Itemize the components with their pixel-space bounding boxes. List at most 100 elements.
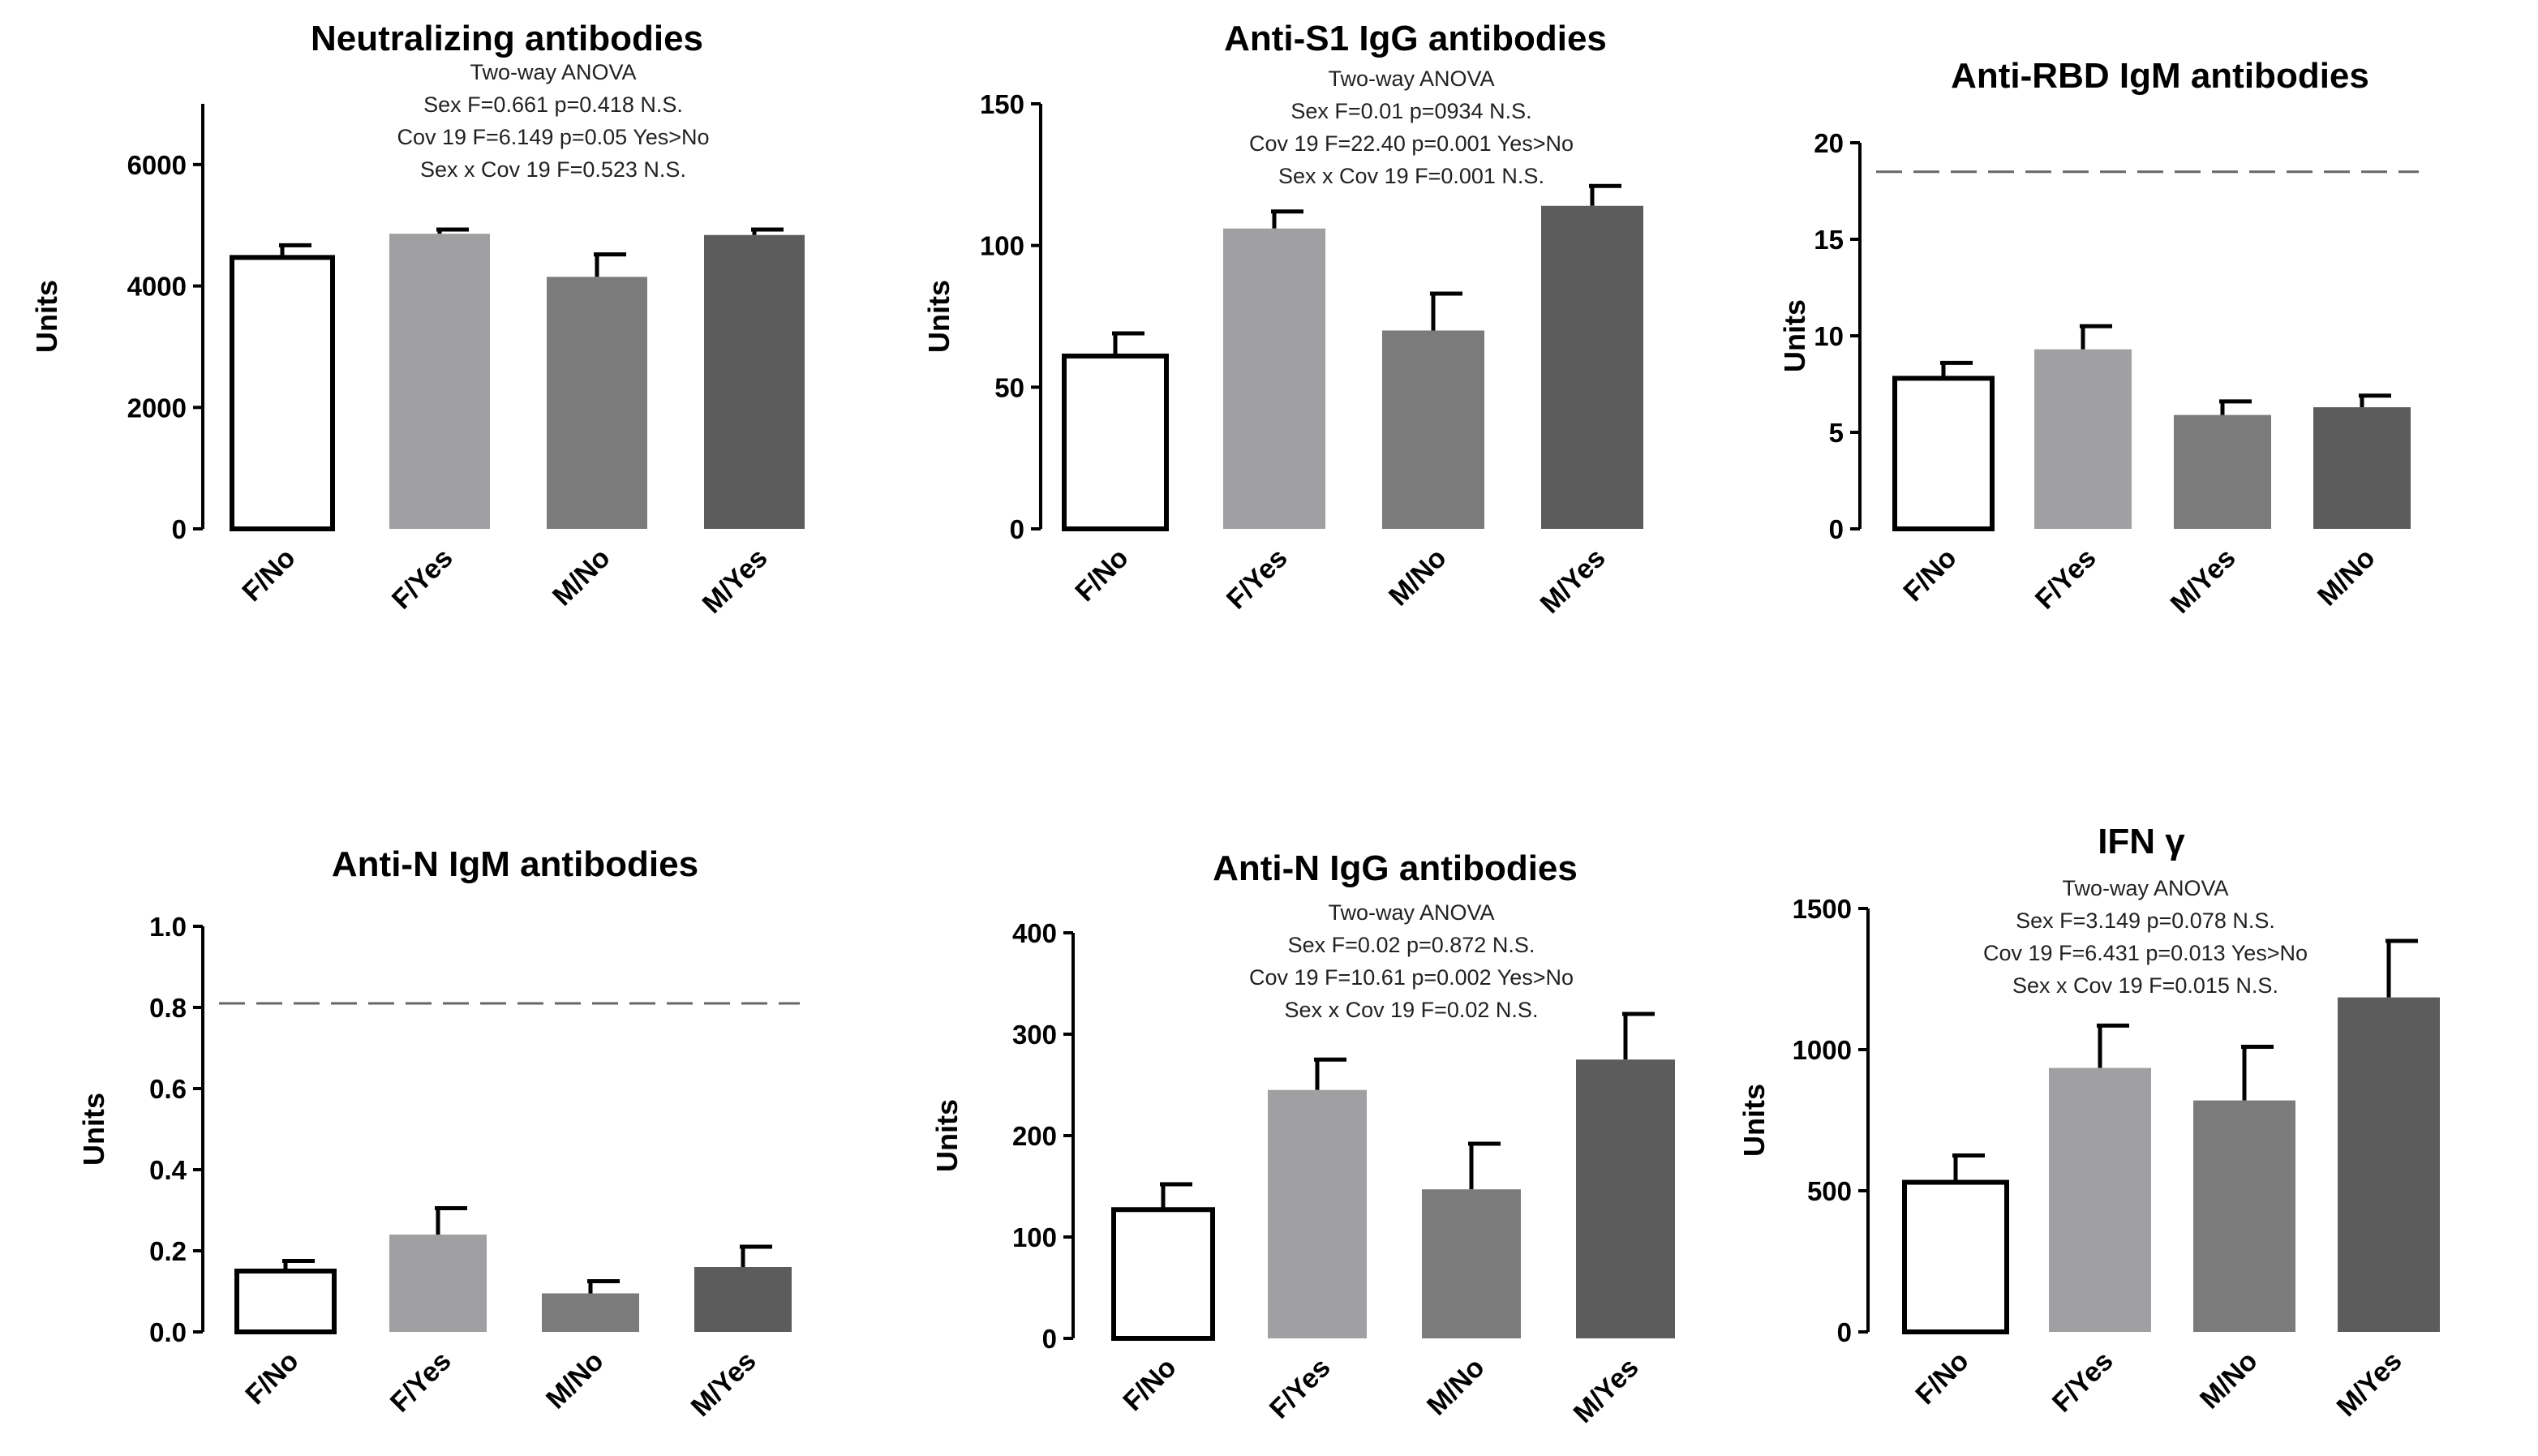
x-category-label: M/No: [547, 543, 616, 612]
bar: [1422, 1189, 1521, 1338]
y-axis-label: Units: [1778, 299, 1811, 372]
y-tick-label: 5: [1829, 418, 1844, 448]
bar: [2034, 349, 2132, 529]
y-tick-label: 500: [1807, 1176, 1852, 1206]
x-category-label: M/Yes: [685, 1346, 762, 1423]
y-tick-label: 100: [1012, 1222, 1057, 1252]
y-tick-label: 300: [1012, 1020, 1057, 1050]
bar: [2193, 1100, 2295, 1332]
chart-panel: Anti-RBD IgM antibodies 0 5 10 15 20 Units F/No…: [1778, 56, 2419, 620]
anova-stat-line: Cov 19 F=22.40 p=0.001 Yes>No: [1249, 131, 1574, 156]
y-tick-label: 0.0: [149, 1317, 187, 1347]
x-category-label: M/No: [2194, 1346, 2264, 1415]
x-category-label: F/No: [1069, 543, 1134, 608]
bar: [1111, 1207, 1215, 1341]
y-tick-label: 0: [1837, 1317, 1852, 1347]
anova-stat-line: Sex F=0.01 p=0934 N.S.: [1290, 99, 1531, 123]
chart-title: Neutralizing antibodies: [311, 19, 703, 58]
bar: [2174, 414, 2271, 529]
y-tick-label: 0: [172, 514, 187, 544]
y-tick-label: 1000: [1793, 1035, 1852, 1065]
chart-panel: Anti-N IgM antibodies 0.0 0.2 0.4 0.6 0.8 1.0 U…: [77, 844, 800, 1423]
anova-stat-line: Sex x Cov 19 F=0.523 N.S.: [420, 157, 686, 182]
chart-panel: Anti-N IgG antibodies Two-way ANOVA Sex F=…: [930, 848, 1675, 1429]
x-category-label: F/Yes: [386, 543, 459, 616]
bar: [1268, 1089, 1367, 1338]
y-tick-label: 15: [1814, 225, 1844, 255]
y-tick-label: 0: [1829, 514, 1844, 544]
bar: [1541, 205, 1643, 529]
x-category-label: F/Yes: [2029, 543, 2102, 616]
bar: [547, 277, 647, 529]
y-tick-label: 10: [1814, 321, 1844, 351]
x-category-label: F/No: [239, 1346, 304, 1411]
y-tick-label: 0.8: [149, 993, 187, 1023]
anova-stat-line: Sex F=3.149 p=0.078 N.S.: [2016, 908, 2275, 933]
y-tick-label: 0.2: [149, 1236, 187, 1266]
chart-title: Anti-S1 IgG antibodies: [1224, 19, 1607, 58]
chart-panel: IFN γ Two-way ANOVA Sex F=3.149 p=0.078 N.…: [1737, 822, 2440, 1423]
bar: [389, 1235, 487, 1332]
anova-stat-line: Cov 19 F=6.431 p=0.013 Yes>No: [1983, 941, 2308, 965]
y-tick-label: 0: [1010, 514, 1024, 544]
anova-stat-line: Sex x Cov 19 F=0.001 N.S.: [1278, 164, 1544, 188]
y-axis-label: Units: [77, 1093, 110, 1166]
bar: [1062, 353, 1169, 532]
anova-stat-line: Two-way ANOVA: [1328, 67, 1494, 91]
y-tick-label: 6000: [127, 150, 187, 180]
chart-title: Anti-RBD IgM antibodies: [1951, 56, 2369, 96]
x-category-label: F/Yes: [2046, 1346, 2119, 1419]
bar: [1576, 1059, 1675, 1338]
x-category-label: M/No: [2312, 543, 2381, 612]
bar: [704, 234, 805, 529]
y-tick-label: 50: [994, 372, 1024, 402]
y-tick-label: 0.6: [149, 1074, 187, 1104]
x-category-label: M/Yes: [2331, 1346, 2408, 1423]
bar: [230, 255, 335, 531]
y-axis-label: Units: [930, 1099, 964, 1172]
anova-stat-line: Two-way ANOVA: [2062, 876, 2228, 900]
y-axis-label: Units: [1737, 1084, 1771, 1157]
bar: [1902, 1179, 2009, 1335]
chart-title: IFN γ: [2098, 822, 2185, 861]
y-tick-label: 200: [1012, 1121, 1057, 1151]
x-category-label: M/Yes: [697, 543, 774, 620]
y-tick-label: 150: [980, 89, 1024, 119]
x-category-label: F/No: [1897, 543, 1962, 608]
bar: [542, 1293, 639, 1332]
anova-stat-line: Sex x Cov 19 F=0.02 N.S.: [1285, 998, 1539, 1022]
anova-stat-line: Sex F=0.661 p=0.418 N.S.: [423, 92, 683, 117]
y-tick-label: 4000: [127, 272, 187, 302]
x-category-label: M/Yes: [2165, 543, 2242, 620]
chart-panel: Anti-S1 IgG antibodies Two-way ANOVA Sex F…: [922, 19, 1643, 620]
y-tick-label: 100: [980, 231, 1024, 261]
x-category-label: M/No: [1383, 543, 1453, 612]
anova-stat-line: Cov 19 F=10.61 p=0.002 Yes>No: [1249, 965, 1574, 990]
x-category-label: F/No: [1909, 1346, 1974, 1411]
y-tick-label: 1.0: [149, 912, 187, 942]
x-category-label: F/Yes: [384, 1346, 457, 1419]
y-tick-label: 400: [1012, 918, 1057, 948]
anova-stat-line: Sex x Cov 19 F=0.015 N.S.: [2012, 973, 2278, 998]
anova-stat-line: Sex F=0.02 p=0.872 N.S.: [1288, 933, 1535, 957]
anova-stat-line: Cov 19 F=6.149 p=0.05 Yes>No: [397, 125, 709, 149]
anova-stat-line: Two-way ANOVA: [470, 60, 636, 84]
bar: [1892, 376, 1995, 531]
x-category-label: F/No: [236, 543, 301, 608]
bar: [389, 234, 490, 529]
x-category-label: F/No: [1117, 1352, 1182, 1417]
x-category-label: M/Yes: [1535, 543, 1612, 620]
bar: [234, 1269, 337, 1334]
x-category-label: M/No: [1421, 1352, 1491, 1422]
bar: [694, 1267, 792, 1332]
y-tick-label: 0: [1042, 1324, 1057, 1354]
x-category-label: F/Yes: [1264, 1352, 1337, 1425]
x-category-label: M/No: [540, 1346, 610, 1415]
y-tick-label: 1500: [1793, 894, 1852, 924]
y-axis-label: Units: [922, 280, 956, 353]
x-category-label: M/Yes: [1568, 1352, 1645, 1429]
y-axis-label: Units: [30, 280, 63, 353]
